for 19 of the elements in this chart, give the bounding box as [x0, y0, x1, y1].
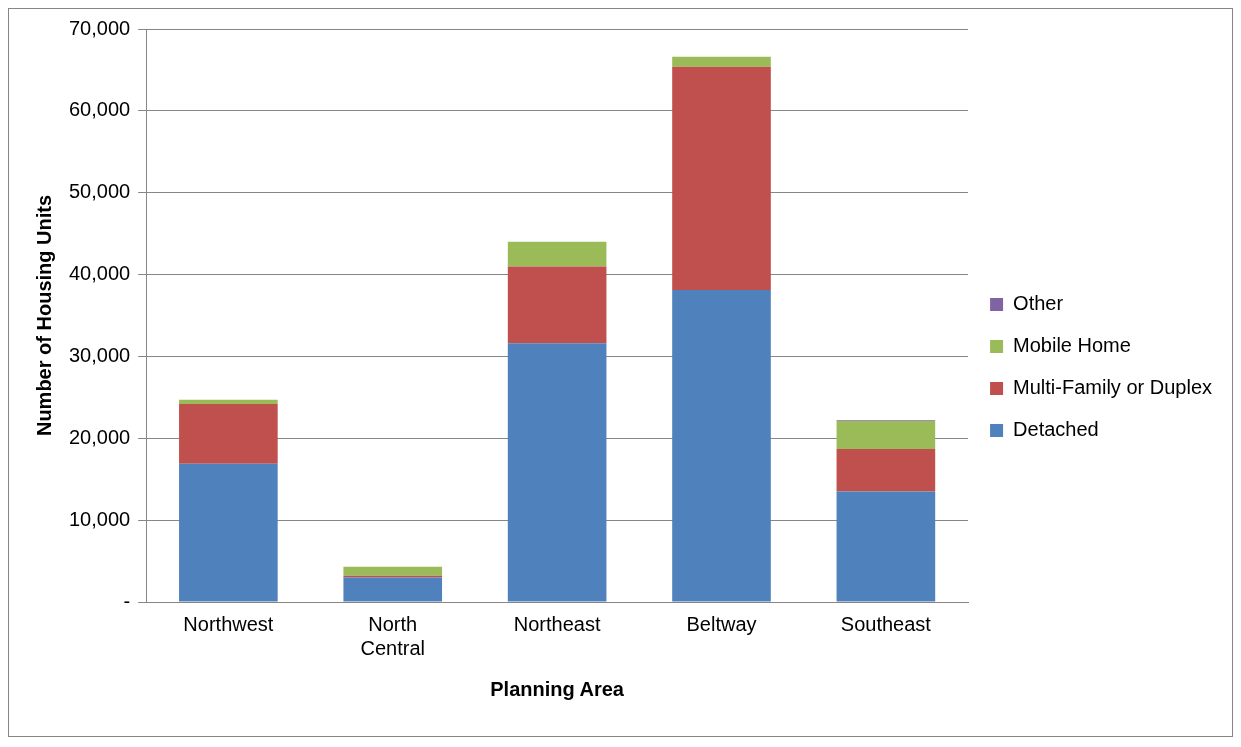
x-tick-label: Northwest — [183, 612, 274, 635]
y-tick-label: 20,000 — [69, 425, 131, 448]
x-tick-label: North Central — [360, 612, 425, 659]
y-tick-label: 40,000 — [69, 262, 131, 285]
legend-label: Multi-Family or Duplex — [1013, 376, 1213, 399]
x-tick-label: Southeast — [840, 612, 932, 635]
legend-label: Other — [1013, 292, 1064, 315]
x-tick-label: Beltway — [686, 612, 757, 635]
y-tick-label: - — [123, 589, 131, 612]
y-tick-label: 70,000 — [69, 16, 131, 39]
y-axis-title: Number of Housing Units — [32, 194, 55, 437]
y-tick-label: 10,000 — [69, 507, 131, 530]
legend-label: Mobile Home — [1013, 334, 1131, 357]
x-axis-title: Planning Area — [490, 677, 625, 700]
y-tick-label: 30,000 — [69, 343, 131, 366]
y-tick-label: 50,000 — [69, 180, 131, 203]
legend-label: Detached — [1013, 418, 1099, 441]
x-tick-label: Northeast — [513, 612, 601, 635]
y-tick-label: 60,000 — [69, 98, 131, 121]
